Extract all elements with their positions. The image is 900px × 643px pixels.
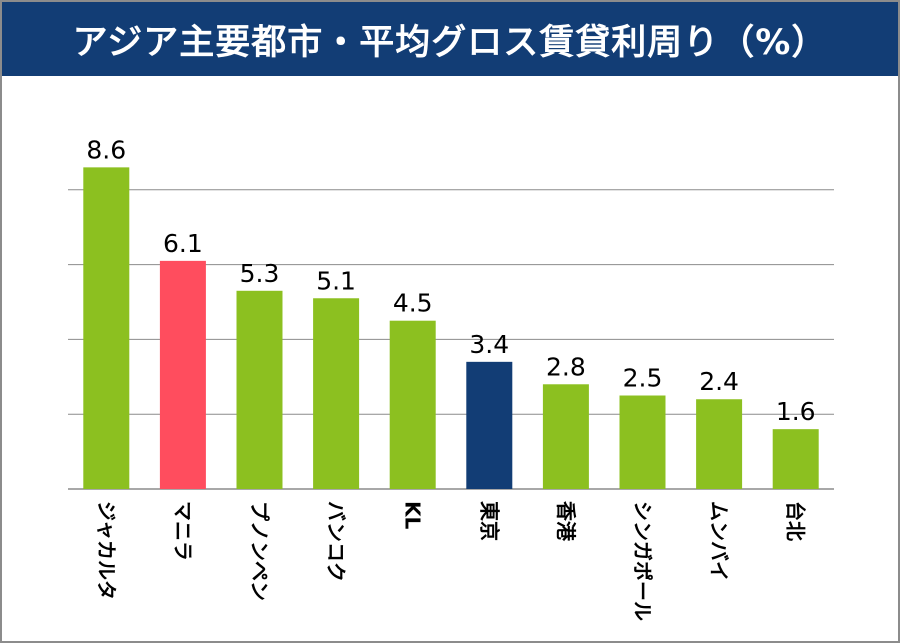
value-label: 1.6 [776, 397, 816, 426]
category-label: 香港 [554, 501, 578, 542]
category-label: シンガポール [631, 501, 655, 621]
category-label: プノンペン [248, 501, 272, 601]
bar [313, 298, 360, 489]
category-label: ジャカルタ [94, 501, 118, 600]
bar [159, 260, 206, 489]
value-label: 2.8 [546, 352, 586, 381]
chart-title: アジア主要都市・平均グロス賃貸利周り（%） [72, 22, 828, 63]
category-label: バンコク [324, 501, 348, 582]
title-bar: アジア主要都市・平均グロス賃貸利周り（%） [2, 2, 898, 76]
value-label: 8.6 [86, 135, 126, 164]
category-label: マニラ [171, 501, 195, 561]
bar [466, 361, 513, 489]
bar [236, 290, 283, 489]
bar [389, 320, 436, 489]
value-label: 5.3 [240, 259, 280, 288]
value-label: 3.4 [469, 330, 509, 359]
bar [772, 429, 819, 489]
category-label: 東京 [477, 501, 501, 541]
bar [619, 395, 666, 489]
value-label: 4.5 [393, 289, 433, 318]
value-label: 2.4 [699, 367, 739, 396]
category-label: 台北 [784, 501, 808, 541]
category-label: KL [401, 501, 425, 529]
category-label: ムンバイ [707, 501, 731, 581]
value-label: 6.1 [163, 229, 203, 258]
bar [542, 384, 589, 489]
bar [696, 399, 743, 489]
value-label: 5.1 [316, 266, 356, 295]
bar [83, 167, 130, 490]
value-label: 2.5 [623, 364, 663, 393]
